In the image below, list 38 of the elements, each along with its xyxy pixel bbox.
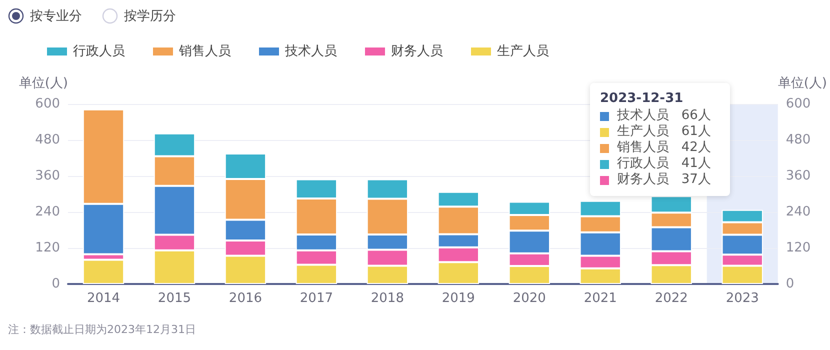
y2-tick-label: 360: [786, 168, 811, 184]
legend-label: 生产人员: [497, 44, 549, 59]
y2-tick-label: 600: [786, 96, 811, 112]
y2-axis-title: 单位(人): [778, 76, 828, 91]
annotation: 生产人员 61人: [617, 124, 711, 140]
y2-tick-label: 0: [786, 276, 794, 292]
y-axis-title: 单位(人): [18, 76, 68, 91]
legend-label: 技术人员: [284, 44, 337, 59]
x-tick-label: 2018: [370, 291, 404, 306]
text: 注：数据截止日期为2023年12月31日: [8, 322, 196, 337]
annotation: 财务人员 37人: [617, 172, 711, 188]
legend-label: 行政人员: [73, 44, 125, 59]
x-tick-label: 2019: [442, 291, 475, 306]
x-tick-label: 2017: [300, 291, 333, 306]
annotation: 销售人员 42人: [617, 140, 711, 156]
y-tick-label: 360: [35, 168, 60, 184]
y2-tick-label: 120: [786, 240, 811, 256]
y2-tick-label: 480: [786, 132, 811, 148]
y-tick-label: 0: [52, 276, 60, 292]
legend-label: 销售人员: [178, 44, 231, 59]
legend-label: 财务人员: [391, 44, 443, 59]
annotation: 技术人员 66人: [617, 108, 711, 124]
x-tick-label: 2020: [512, 291, 546, 306]
y-tick-label: 120: [35, 240, 60, 256]
y2-tick-label: 240: [786, 204, 811, 220]
y-tick-label: 240: [35, 204, 60, 220]
x-tick-label: 2014: [86, 291, 120, 306]
x-tick-label: 2021: [584, 291, 617, 306]
annotation: 行政人员 41人: [617, 156, 711, 172]
text: 按学历分: [124, 8, 176, 25]
y-tick-label: 600: [35, 96, 60, 112]
x-tick-label: 2015: [158, 291, 192, 306]
x-tick-label: 2023: [726, 291, 759, 306]
annotation: 2023-12-31: [600, 91, 684, 106]
x-tick-label: 2016: [228, 291, 262, 306]
y-tick-label: 480: [35, 132, 60, 148]
x-tick-label: 2022: [654, 291, 688, 306]
text: 按专业分: [30, 8, 82, 25]
